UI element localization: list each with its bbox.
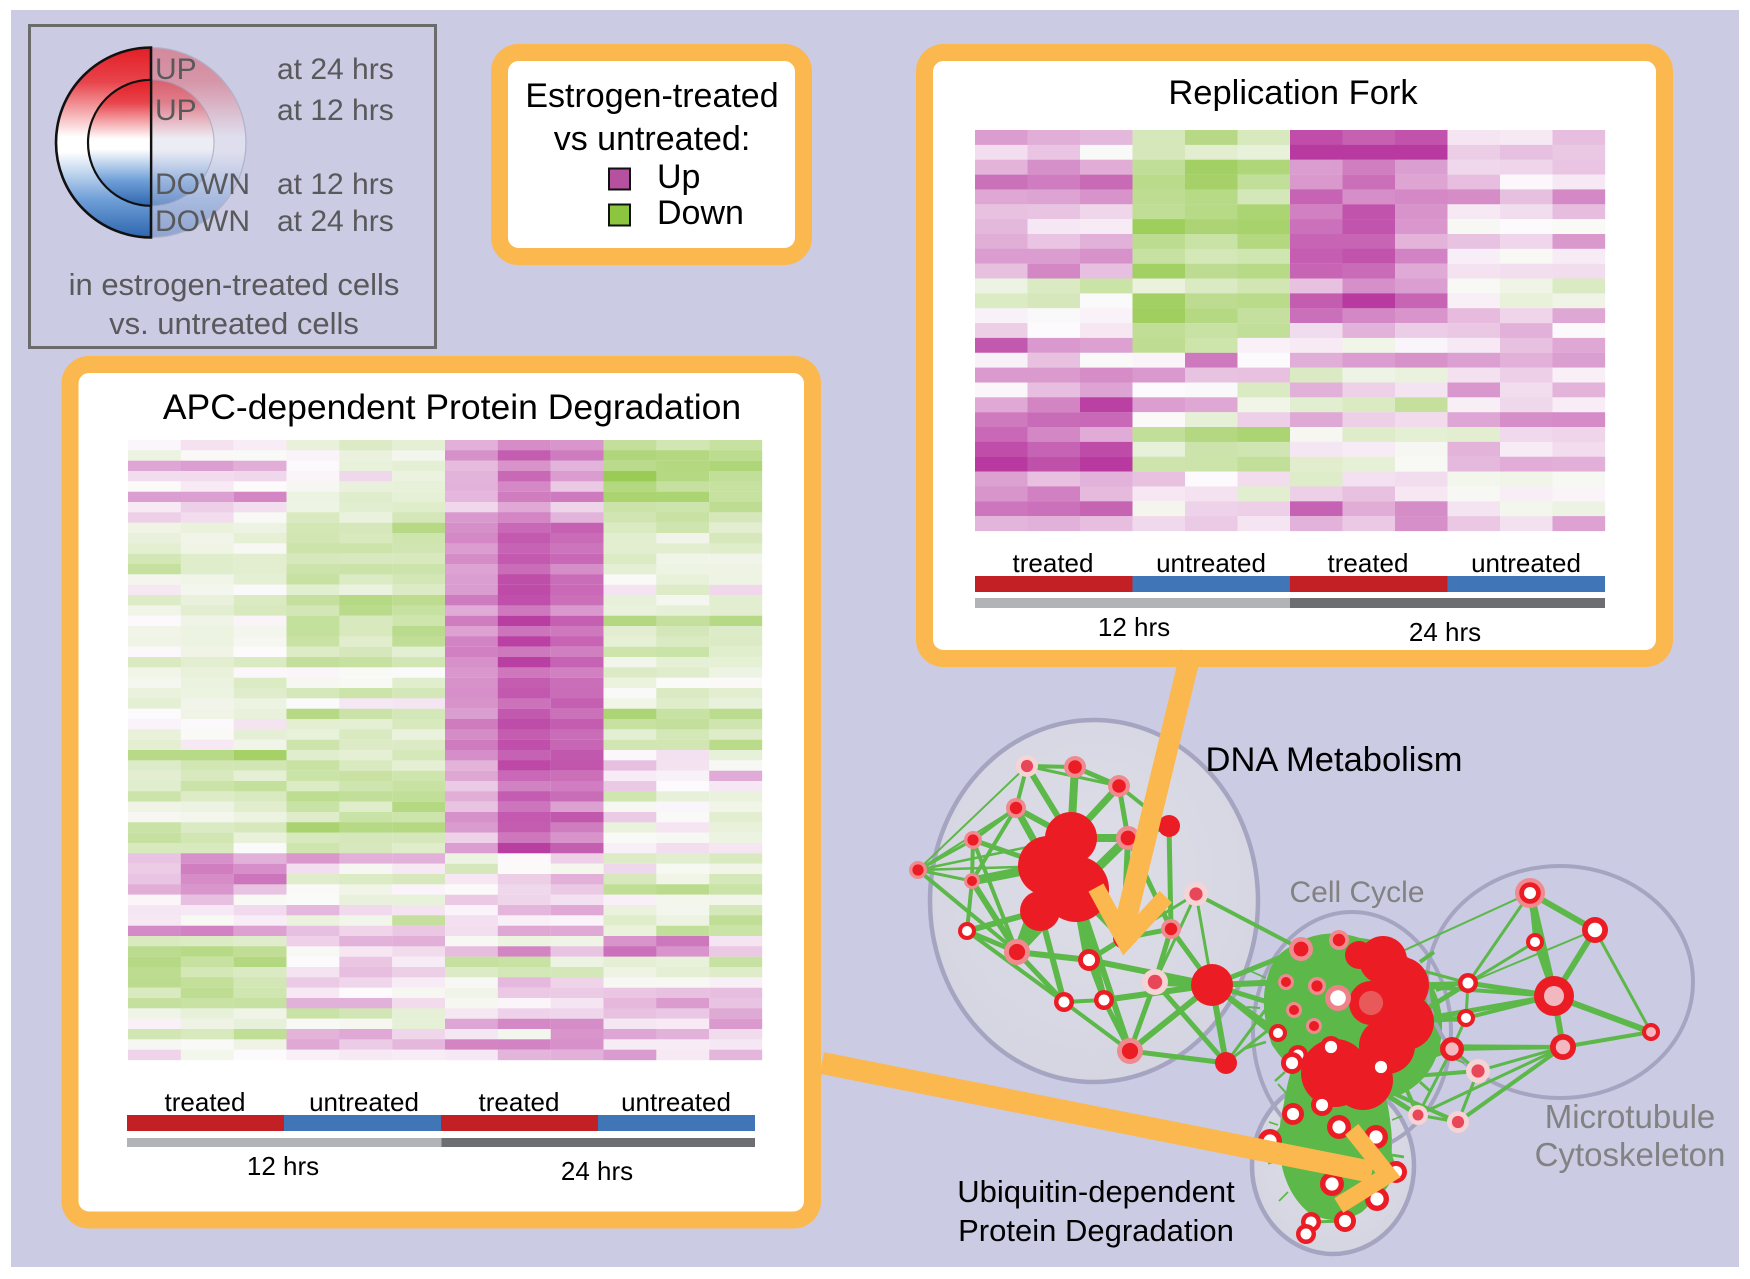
svg-text:vs untreated:: vs untreated:	[554, 120, 751, 158]
svg-text:Estrogen-treated: Estrogen-treated	[525, 77, 778, 115]
svg-text:at 24 hrs: at 24 hrs	[277, 205, 394, 238]
svg-text:treated: treated	[1013, 548, 1094, 578]
svg-text:Cytoskeleton: Cytoskeleton	[1535, 1136, 1726, 1173]
svg-text:at 12 hrs: at 12 hrs	[277, 94, 394, 127]
svg-text:12 hrs: 12 hrs	[247, 1151, 319, 1181]
svg-text:APC-dependent Protein Degradat: APC-dependent Protein Degradation	[163, 387, 741, 427]
svg-text:12 hrs: 12 hrs	[1098, 612, 1170, 642]
svg-text:untreated: untreated	[1471, 548, 1581, 578]
svg-text:treated: treated	[165, 1087, 246, 1117]
svg-text:Ubiquitin-dependent: Ubiquitin-dependent	[957, 1174, 1235, 1209]
svg-text:24 hrs: 24 hrs	[1409, 617, 1481, 647]
svg-text:untreated: untreated	[621, 1087, 731, 1117]
svg-text:Protein Degradation: Protein Degradation	[958, 1213, 1234, 1248]
svg-text:UP: UP	[155, 53, 197, 86]
svg-text:Cell Cycle: Cell Cycle	[1289, 876, 1424, 909]
svg-text:untreated: untreated	[1156, 548, 1266, 578]
svg-text:untreated: untreated	[309, 1087, 419, 1117]
svg-text:Replication Fork: Replication Fork	[1168, 74, 1418, 112]
svg-text:at 24 hrs: at 24 hrs	[277, 53, 394, 86]
svg-text:Microtubule: Microtubule	[1545, 1098, 1716, 1135]
svg-text:UP: UP	[155, 94, 197, 127]
svg-text:treated: treated	[479, 1087, 560, 1117]
svg-text:Up: Up	[657, 158, 700, 196]
svg-text:at 12 hrs: at 12 hrs	[277, 168, 394, 201]
svg-text:vs. untreated cells: vs. untreated cells	[109, 306, 359, 341]
svg-text:DOWN: DOWN	[155, 205, 250, 238]
svg-text:in estrogen-treated cells: in estrogen-treated cells	[69, 267, 400, 302]
svg-text:24 hrs: 24 hrs	[561, 1156, 633, 1186]
svg-text:Down: Down	[657, 194, 744, 232]
svg-text:DOWN: DOWN	[155, 168, 250, 201]
svg-text:treated: treated	[1328, 548, 1409, 578]
svg-text:DNA Metabolism: DNA Metabolism	[1206, 741, 1463, 779]
